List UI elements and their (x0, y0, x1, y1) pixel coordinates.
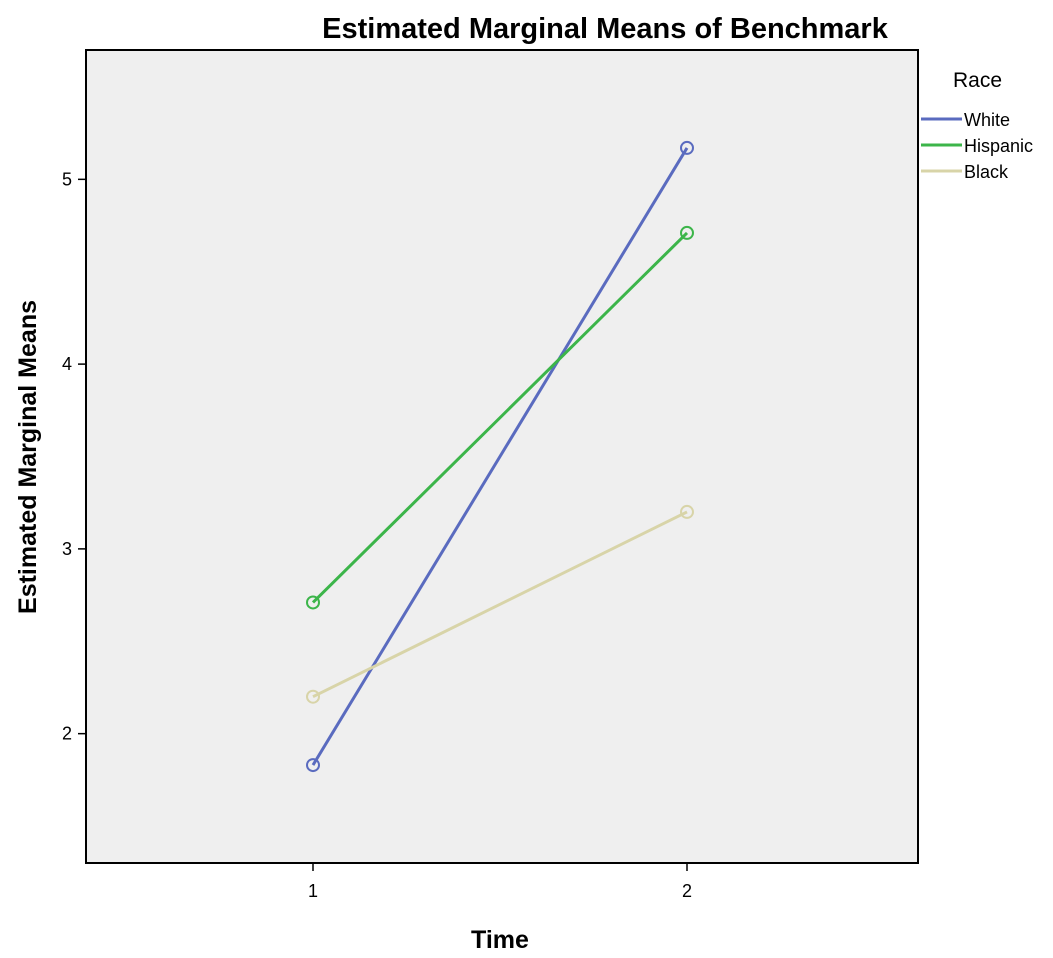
series-line-black (312, 510, 688, 699)
data-point-white-1 (306, 758, 320, 773)
x-tick-label: 1 (308, 881, 318, 901)
legend: Race White Hispanic Black (921, 69, 1033, 182)
series-line-white (311, 147, 689, 766)
y-tick-label: 3 (62, 539, 72, 559)
series-layer (306, 140, 694, 773)
y-axis: 2 3 4 5 (62, 169, 86, 744)
data-point-black-2 (680, 504, 694, 519)
data-point-white-2 (680, 140, 694, 155)
plot-area (85, 49, 919, 864)
data-point-black-1 (306, 689, 320, 704)
y-axis-label: Estimated Marginal Means (14, 300, 42, 614)
legend-label-black: Black (964, 162, 1009, 182)
data-point-hispanic-2 (680, 225, 694, 240)
data-point-hispanic-1 (306, 595, 320, 610)
legend-label-hispanic: Hispanic (964, 136, 1033, 156)
legend-title: Race (953, 69, 1002, 92)
chart-title: Estimated Marginal Means of Benchmark (322, 13, 889, 45)
series-line-hispanic (311, 231, 689, 604)
y-tick-label: 4 (62, 354, 72, 374)
y-tick-label: 2 (62, 724, 72, 744)
y-tick-label: 5 (62, 169, 72, 189)
x-tick-label: 2 (682, 881, 692, 901)
legend-label-white: White (964, 110, 1010, 130)
x-axis-label: Time (471, 926, 529, 954)
